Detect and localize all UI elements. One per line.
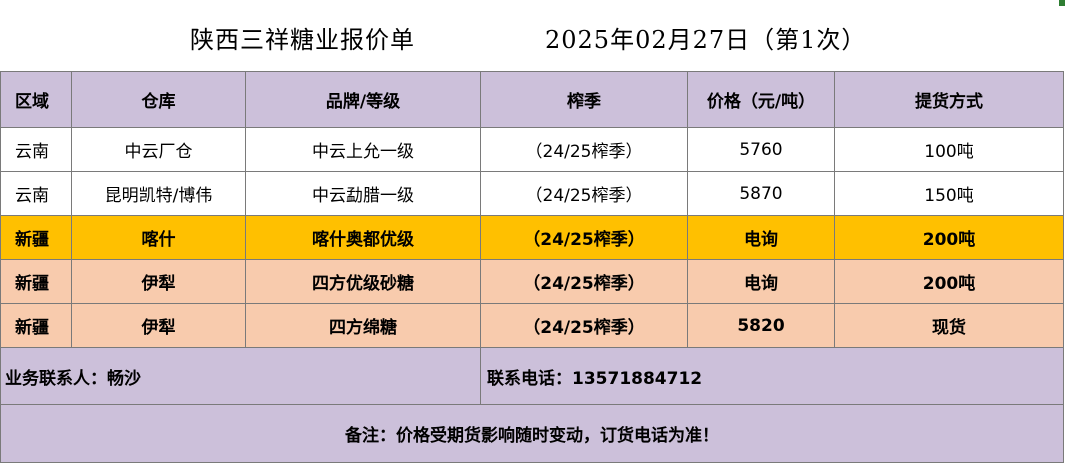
contact-row: 业务联系人：畅沙 联系电话：13571884712	[0, 347, 1064, 405]
header-warehouse[interactable]: 仓库	[71, 71, 246, 128]
header-brand[interactable]: 品牌/等级	[245, 71, 481, 128]
cell-season[interactable]: （24/25榨季）	[480, 259, 688, 304]
cell-pickup[interactable]: 100吨	[834, 127, 1064, 172]
cell-region[interactable]: 新疆	[0, 303, 72, 348]
cell-season[interactable]: （24/25榨季）	[480, 215, 688, 260]
cell-price[interactable]: 电询	[687, 215, 835, 260]
table-row: 云南 中云厂仓 中云上允一级 （24/25榨季） 5760 100吨	[0, 127, 1064, 172]
cell-warehouse[interactable]: 昆明凯特/博伟	[71, 171, 246, 216]
header-region[interactable]: 区域	[0, 71, 72, 128]
cell-brand[interactable]: 中云上允一级	[245, 127, 481, 172]
contact-person[interactable]: 业务联系人：畅沙	[0, 347, 481, 405]
cell-pickup[interactable]: 150吨	[834, 171, 1064, 216]
cell-warehouse[interactable]: 喀什	[71, 215, 246, 260]
cell-pickup[interactable]: 200吨	[834, 259, 1064, 304]
cell-region[interactable]: 云南	[0, 171, 72, 216]
cell-pickup[interactable]: 200吨	[834, 215, 1064, 260]
cell-price[interactable]: 5820	[687, 303, 835, 348]
green-corner-marker	[1059, 0, 1065, 6]
table-row: 新疆 伊犁 四方绵糖 （24/25榨季） 5820 现货	[0, 303, 1064, 348]
cell-price[interactable]: 5760	[687, 127, 835, 172]
title-row: 陕西三祥糖业报价单 2025年02月27日（第1次）	[0, 0, 1063, 72]
cell-region[interactable]: 新疆	[0, 215, 72, 260]
cell-price[interactable]: 电询	[687, 259, 835, 304]
sheet-title: 陕西三祥糖业报价单	[190, 26, 415, 54]
cell-brand[interactable]: 四方优级砂糖	[245, 259, 481, 304]
cell-pickup[interactable]: 现货	[834, 303, 1064, 348]
note-row: 备注：价格受期货影响随时变动，订货电话为准！	[0, 404, 1064, 463]
cell-season[interactable]: （24/25榨季）	[480, 171, 688, 216]
table-row: 新疆 伊犁 四方优级砂糖 （24/25榨季） 电询 200吨	[0, 259, 1064, 304]
table-header-row: 区域 仓库 品牌/等级 榨季 价格（元/吨） 提货方式	[0, 71, 1064, 128]
contact-phone[interactable]: 联系电话：13571884712	[480, 347, 1064, 405]
header-pickup[interactable]: 提货方式	[834, 71, 1064, 128]
cell-warehouse[interactable]: 伊犁	[71, 259, 246, 304]
table-row: 云南 昆明凯特/博伟 中云勐腊一级 （24/25榨季） 5870 150吨	[0, 171, 1064, 216]
sheet-date: 2025年02月27日（第1次）	[545, 26, 867, 54]
header-season[interactable]: 榨季	[480, 71, 688, 128]
table-row: 新疆 喀什 喀什奥都优级 （24/25榨季） 电询 200吨	[0, 215, 1064, 260]
cell-price[interactable]: 5870	[687, 171, 835, 216]
cell-brand[interactable]: 四方绵糖	[245, 303, 481, 348]
cell-brand[interactable]: 中云勐腊一级	[245, 171, 481, 216]
cell-season[interactable]: （24/25榨季）	[480, 303, 688, 348]
cell-warehouse[interactable]: 中云厂仓	[71, 127, 246, 172]
note-text[interactable]: 备注：价格受期货影响随时变动，订货电话为准！	[0, 404, 1064, 463]
cell-brand[interactable]: 喀什奥都优级	[245, 215, 481, 260]
header-price[interactable]: 价格（元/吨）	[687, 71, 835, 128]
price-table: 区域 仓库 品牌/等级 榨季 价格（元/吨） 提货方式 云南 中云厂仓 中云上允…	[0, 71, 1064, 463]
cell-region[interactable]: 新疆	[0, 259, 72, 304]
cell-warehouse[interactable]: 伊犁	[71, 303, 246, 348]
cell-region[interactable]: 云南	[0, 127, 72, 172]
cell-season[interactable]: （24/25榨季）	[480, 127, 688, 172]
